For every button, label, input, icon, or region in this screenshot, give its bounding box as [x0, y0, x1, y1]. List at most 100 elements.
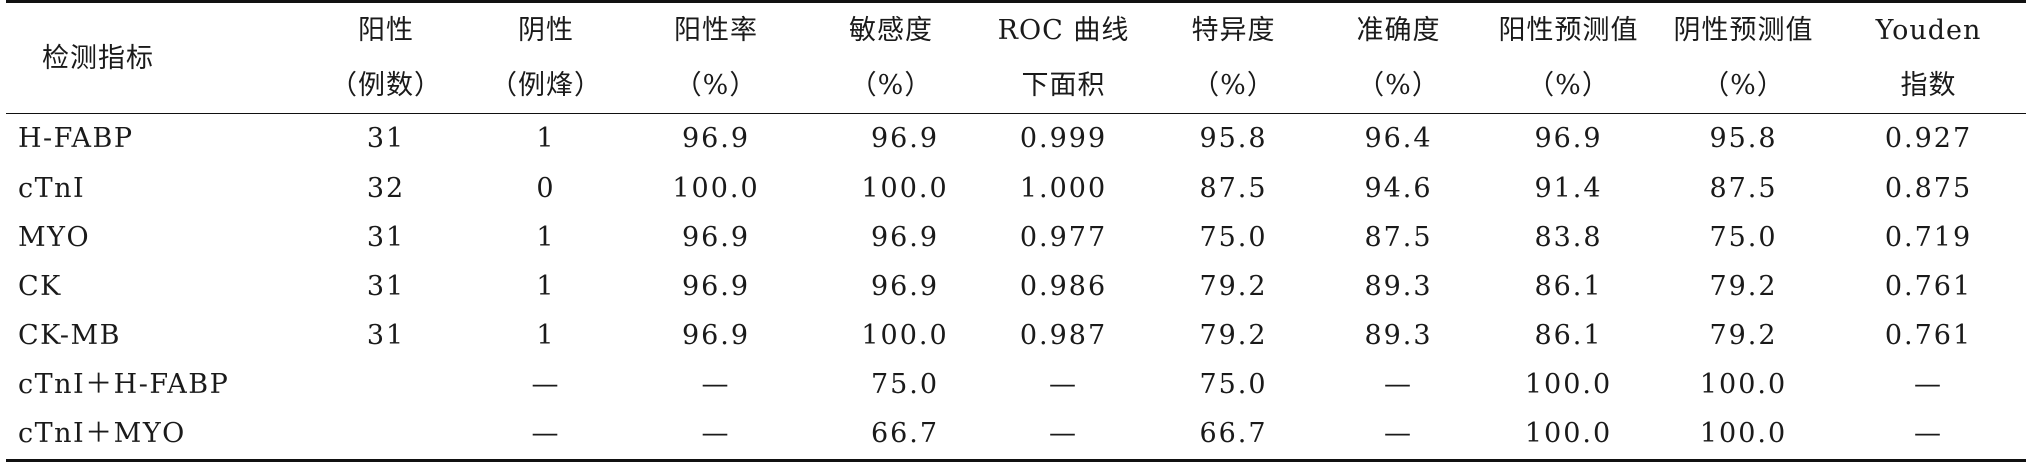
cell-sensitivity: 75.0 — [870, 369, 940, 400]
cell-roc-auc: 1.000 — [1019, 173, 1108, 204]
cell-specificity: 75.0 — [1199, 369, 1268, 400]
cell-positive — [306, 360, 466, 409]
table-row: MYO 31 1 96.9 96.9 0.977 75.0 87.5 83.8 … — [6, 213, 2026, 262]
cell-npv: 95.8 — [1709, 123, 1778, 154]
row-label: CK-MB — [18, 320, 121, 351]
cell-specificity: 95.8 — [1199, 123, 1268, 154]
cell-accuracy: 96.4 — [1364, 123, 1433, 154]
header-cell-youden: Youden — [1875, 15, 1982, 46]
header-cell-positive: 阳性 — [358, 15, 414, 46]
table-row: CK 31 1 96.9 96.9 0.986 79.2 89.3 86.1 7… — [6, 262, 2026, 311]
table-row: cTnI＋MYO — — 66.7 — 66.7 — 100.0 100.0 — — [6, 409, 2026, 458]
header-cell-indicator: 检测指标 — [42, 42, 154, 74]
header-cell-specificity-unit: （%） — [1192, 70, 1275, 101]
cell-npv: 100.0 — [1699, 369, 1788, 400]
cell-roc-auc: 0.986 — [1019, 271, 1108, 302]
cell-sensitivity: 96.9 — [870, 271, 940, 302]
cell-positive: 31 — [366, 123, 406, 154]
table-body: H-FABP 31 1 96.9 96.9 0.999 95.8 96.4 96… — [6, 113, 2026, 458]
cell-roc-auc: — — [1049, 369, 1078, 400]
cell-youden: 0.927 — [1884, 123, 1973, 154]
cell-positive-rate: 96.9 — [681, 320, 751, 351]
cell-ppv: 91.4 — [1534, 173, 1603, 204]
header-cell-ppv: 阳性预测值 — [1498, 15, 1639, 46]
row-label: cTnI＋MYO — [18, 418, 186, 449]
header-cell-negative-unit: （例烽） — [490, 70, 602, 101]
cell-positive: 31 — [366, 222, 406, 253]
cell-negative: 1 — [536, 123, 556, 154]
cell-sensitivity: 100.0 — [861, 173, 949, 204]
cell-npv: 87.5 — [1709, 173, 1778, 204]
cell-ppv: 83.8 — [1534, 222, 1603, 253]
cell-youden: — — [1914, 418, 1943, 449]
cell-npv: 79.2 — [1709, 320, 1778, 351]
header-cell-positive-rate: 阳性率 — [674, 15, 758, 46]
header-cell-roc-auc: ROC 曲线 — [997, 15, 1130, 46]
cell-accuracy: 94.6 — [1364, 173, 1433, 204]
header-cell-positive-rate-unit: （%） — [674, 70, 758, 101]
row-label: MYO — [18, 222, 91, 253]
cell-accuracy: — — [1384, 369, 1413, 400]
bottom-rule — [6, 459, 2026, 462]
cell-positive — [306, 409, 466, 458]
header-cell-negative: 阴性 — [518, 15, 574, 46]
header-cell-accuracy-unit: （%） — [1357, 70, 1440, 101]
cell-negative: 1 — [536, 320, 556, 351]
cell-negative: — — [531, 369, 561, 400]
cell-specificity: 87.5 — [1199, 173, 1268, 204]
cell-roc-auc: 0.999 — [1019, 123, 1108, 154]
header-cell-roc-auc-unit: 下面积 — [1021, 70, 1106, 101]
cell-accuracy: 89.3 — [1364, 271, 1433, 302]
cell-npv: 79.2 — [1709, 271, 1778, 302]
header-cell-sensitivity: 敏感度 — [849, 15, 933, 46]
table-row: cTnI 32 0 100.0 100.0 1.000 87.5 94.6 91… — [6, 164, 2026, 213]
top-rule — [6, 0, 2026, 3]
row-label: cTnI＋H-FABP — [18, 369, 230, 400]
header-cell-ppv-unit: （%） — [1527, 70, 1610, 101]
cell-positive-rate: — — [701, 418, 731, 449]
cell-positive-rate: 96.9 — [681, 123, 751, 154]
header-cell-specificity: 特异度 — [1191, 15, 1276, 46]
cell-npv: 100.0 — [1699, 418, 1788, 449]
cell-positive-rate: 96.9 — [681, 222, 751, 253]
header-cell-positive-unit: （例数） — [330, 70, 442, 101]
row-label: CK — [18, 271, 62, 302]
table-row: CK-MB 31 1 96.9 100.0 0.987 79.2 89.3 86… — [6, 311, 2026, 360]
table-row: H-FABP 31 1 96.9 96.9 0.999 95.8 96.4 96… — [6, 113, 2026, 164]
header-cell-sensitivity-unit: （%） — [849, 70, 933, 101]
cell-roc-auc: 0.977 — [1019, 222, 1108, 253]
cell-accuracy: 89.3 — [1364, 320, 1433, 351]
cell-youden: — — [1914, 369, 1943, 400]
cell-specificity: 79.2 — [1199, 320, 1268, 351]
cell-sensitivity: 96.9 — [870, 123, 940, 154]
cell-npv: 75.0 — [1709, 222, 1778, 253]
cell-positive: 32 — [366, 173, 406, 204]
cell-positive: 31 — [366, 320, 406, 351]
cell-ppv: 86.1 — [1534, 271, 1603, 302]
cell-positive-rate: — — [701, 369, 731, 400]
cell-positive: 31 — [366, 271, 406, 302]
cell-negative: 1 — [536, 271, 556, 302]
row-label: cTnI — [18, 173, 86, 204]
cell-youden: 0.761 — [1884, 320, 1973, 351]
cell-positive-rate: 100.0 — [672, 173, 760, 204]
cell-youden: 0.875 — [1884, 173, 1973, 204]
cell-accuracy: 87.5 — [1364, 222, 1433, 253]
row-label: H-FABP — [18, 123, 134, 154]
cell-negative: — — [531, 418, 561, 449]
header-cell-npv: 阴性预测值 — [1673, 15, 1814, 46]
table-header: 检测指标 阳性 阴性 阳性率 敏感度 ROC 曲线 特异度 准确度 阳性预测值 … — [6, 3, 2026, 113]
cell-ppv: 96.9 — [1534, 123, 1603, 154]
cell-positive-rate: 96.9 — [681, 271, 751, 302]
cell-youden: 0.719 — [1884, 222, 1973, 253]
cell-youden: 0.761 — [1884, 271, 1973, 302]
cell-ppv: 100.0 — [1524, 369, 1613, 400]
cell-sensitivity: 96.9 — [870, 222, 940, 253]
cell-sensitivity: 66.7 — [870, 418, 940, 449]
cell-roc-auc: 0.987 — [1019, 320, 1108, 351]
cell-specificity: 79.2 — [1199, 271, 1268, 302]
header-rule — [6, 113, 2026, 114]
cell-ppv: 100.0 — [1524, 418, 1613, 449]
cell-ppv: 86.1 — [1534, 320, 1603, 351]
header-cell-npv-unit: （%） — [1702, 70, 1785, 101]
